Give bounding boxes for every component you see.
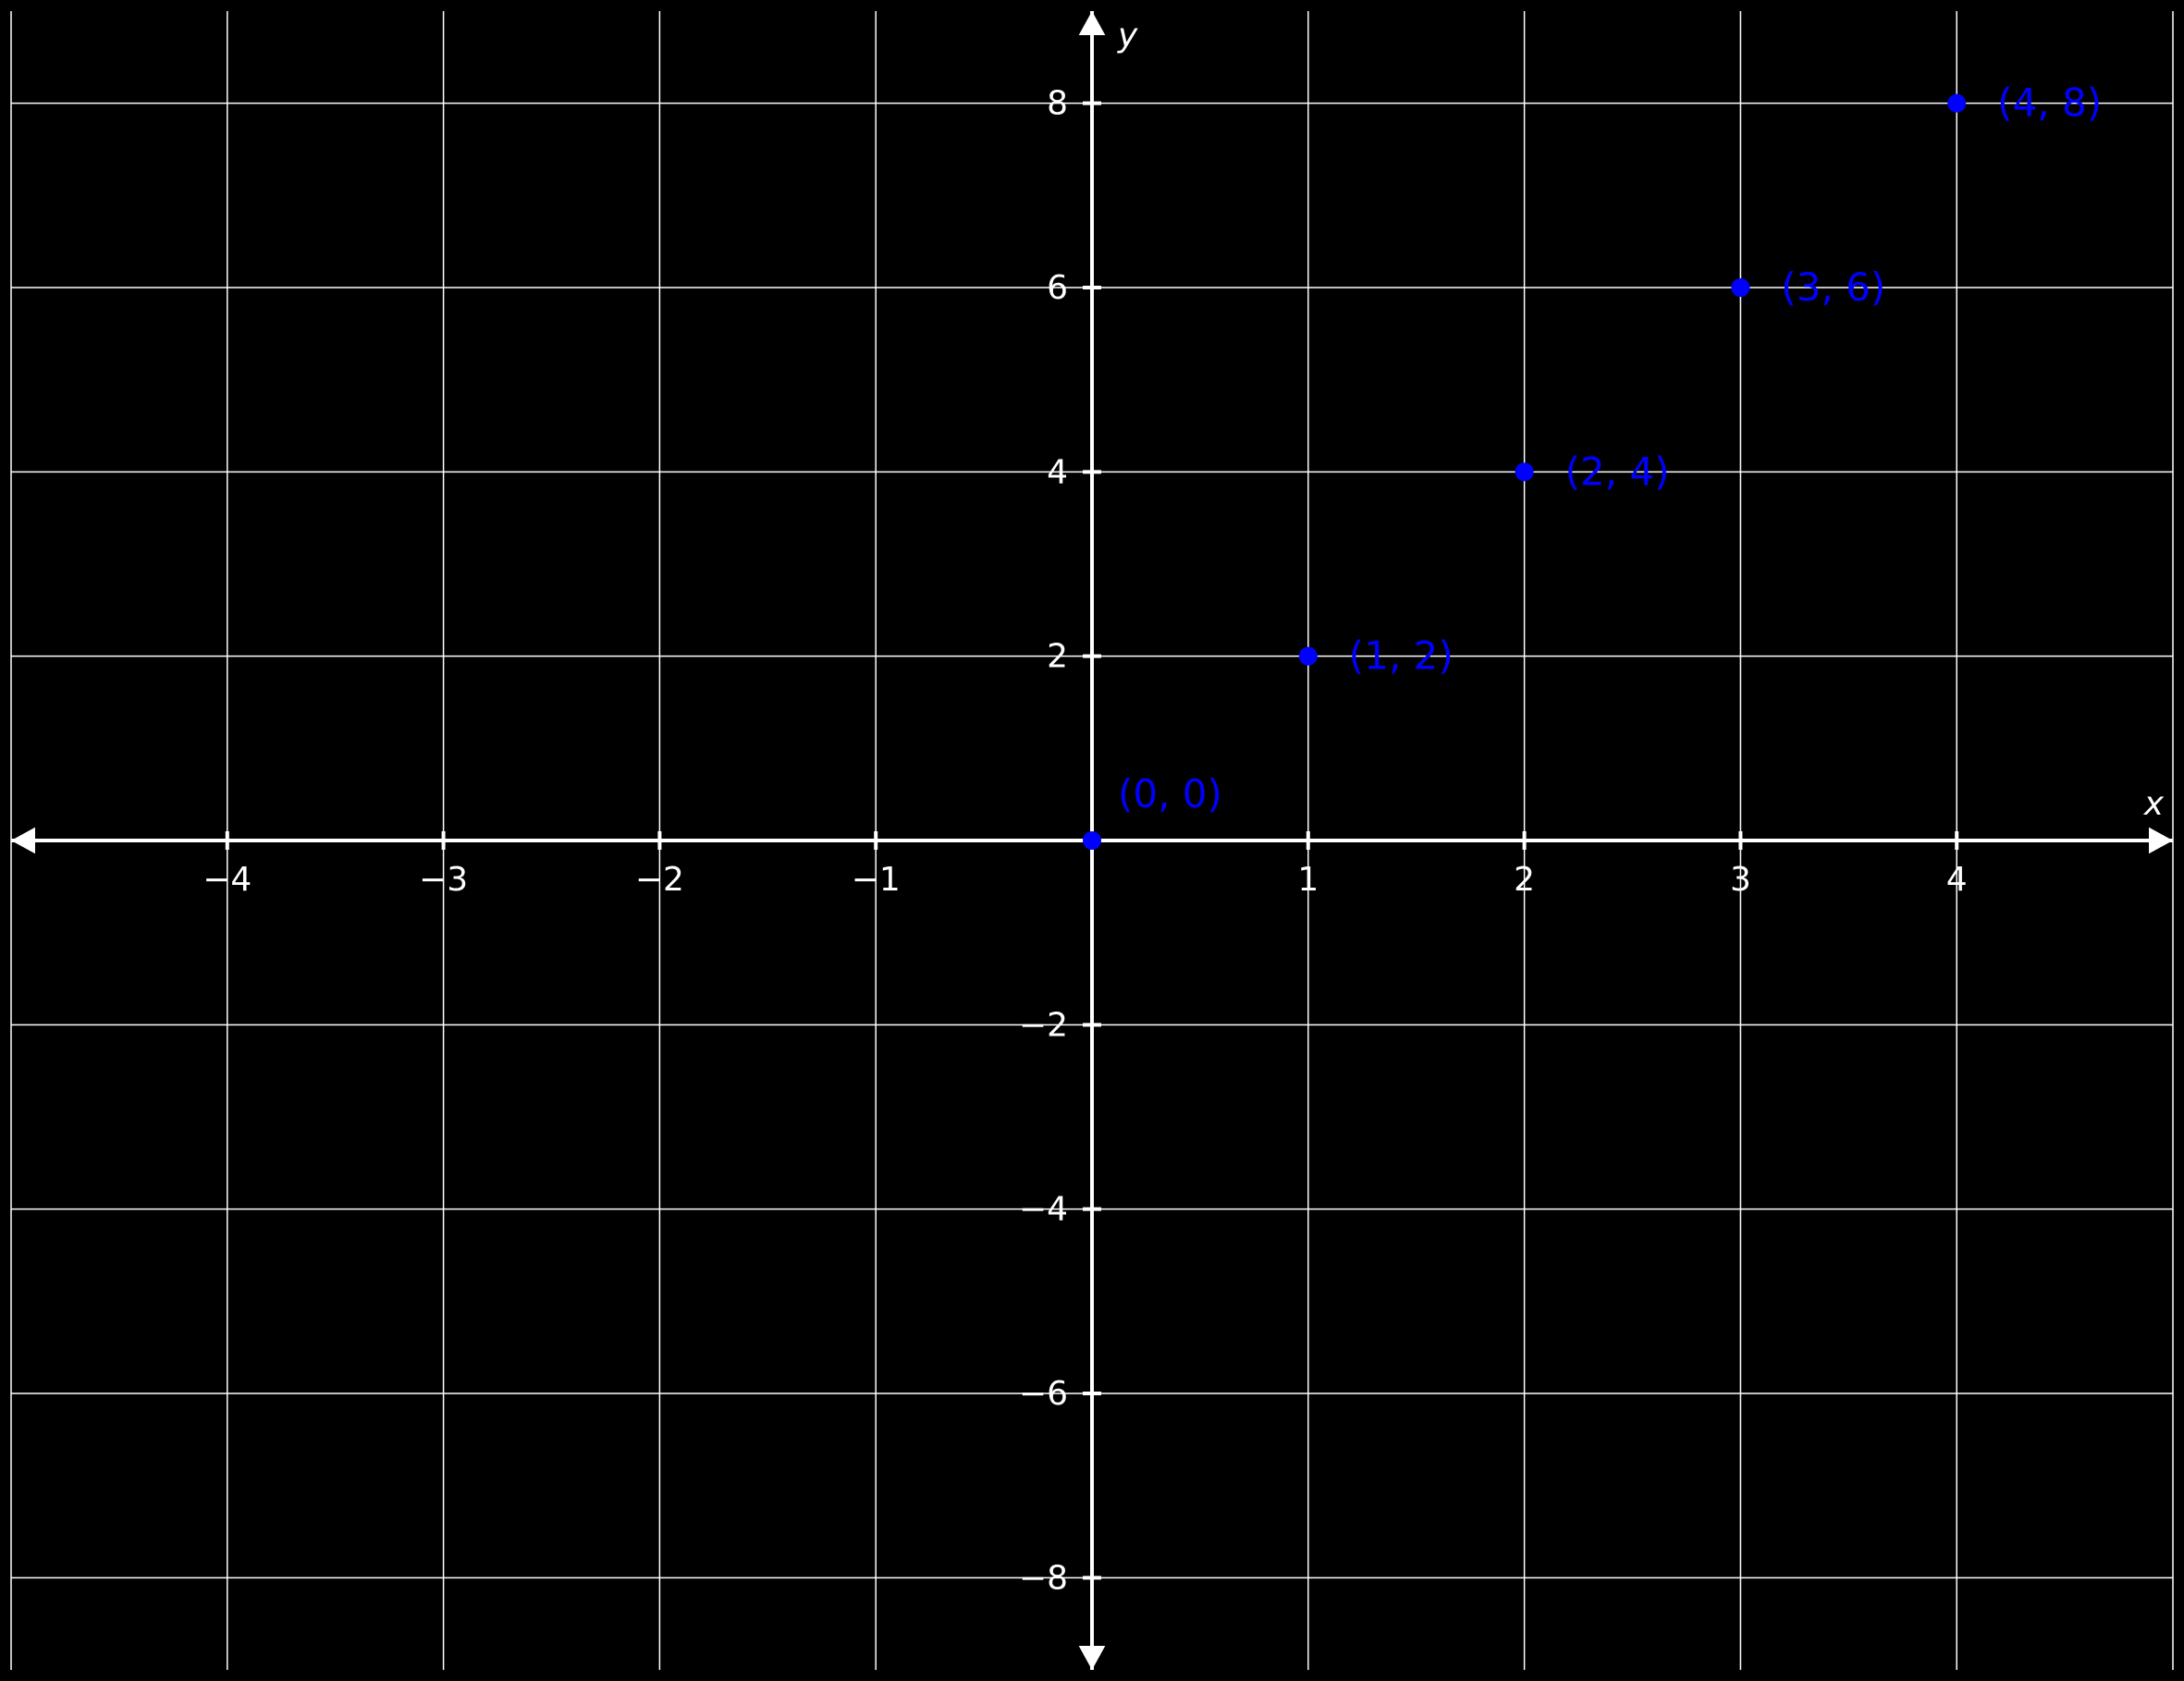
data-point-label: (3, 6): [1781, 264, 1885, 310]
data-point: [1515, 462, 1534, 481]
data-point-label: (0, 0): [1118, 771, 1222, 816]
x-tick-label: 4: [1946, 861, 1968, 899]
x-axis-title: x: [2143, 785, 2165, 823]
coordinate-plane-chart: −4 −3 −2 −1 1 2 3 4 −8 −6 −4 −2 2 4 6 8 x y (0, 0) (1, 2) (2…: [0, 0, 2184, 1681]
data-point-label: (1, 2): [1349, 633, 1454, 679]
y-axis-title: y: [1117, 17, 1138, 55]
x-tick-label: 1: [1297, 861, 1319, 899]
y-tick-label: 6: [1047, 269, 1068, 307]
y-tick-label: −8: [1019, 1559, 1068, 1597]
y-tick-label: 2: [1047, 638, 1068, 676]
y-tick-label: 8: [1047, 85, 1068, 123]
x-tick-label: −3: [419, 861, 468, 899]
data-point: [1731, 278, 1749, 297]
y-tick-label: 4: [1047, 453, 1068, 491]
data-point-label: (4, 8): [1997, 80, 2102, 126]
chart-svg: −4 −3 −2 −1 1 2 3 4 −8 −6 −4 −2 2 4 6 8 x y (0, 0) (1, 2) (2…: [0, 0, 2184, 1681]
x-tick-label: 3: [1730, 861, 1751, 899]
data-point: [1947, 94, 1966, 113]
data-point: [1083, 831, 1101, 850]
data-point: [1299, 647, 1318, 666]
x-tick-label: 2: [1514, 861, 1535, 899]
x-tick-label: −1: [852, 861, 901, 899]
y-tick-label: −6: [1019, 1375, 1068, 1413]
y-tick-label: −4: [1019, 1191, 1068, 1229]
data-point-label: (2, 4): [1565, 448, 1670, 494]
y-tick-label: −2: [1019, 1006, 1068, 1044]
x-tick-label: −2: [635, 861, 684, 899]
x-tick-label: −4: [202, 861, 252, 899]
